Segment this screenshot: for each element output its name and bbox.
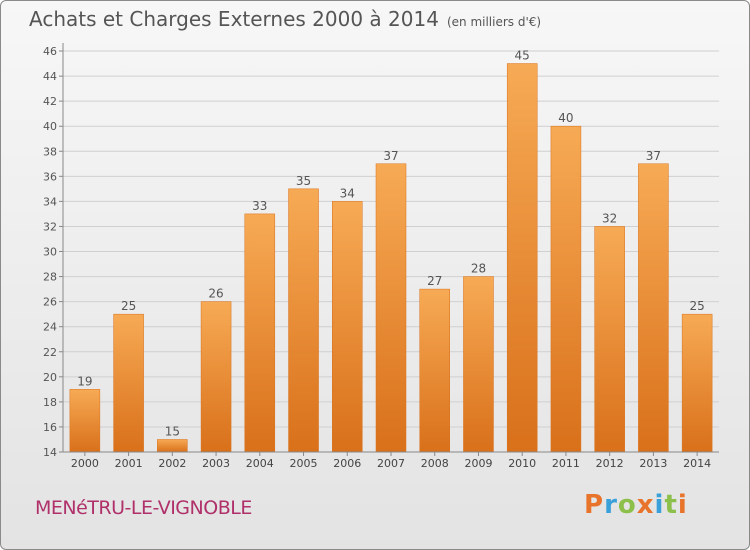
bar-2000 <box>69 389 101 453</box>
bar-2002 <box>157 439 188 453</box>
logo-letter: i <box>654 490 665 520</box>
x-tick-label: 2014 <box>683 457 711 470</box>
x-tick-label: 2011 <box>552 457 580 470</box>
bar-2014 <box>681 313 713 453</box>
chart-title: Achats et Charges Externes 2000 à 2014 (e… <box>29 7 541 31</box>
axes: 14 16 18 20 22 24 26 28 30 32 34 36 38 40 42 44 46 2000 20… <box>43 43 719 470</box>
logo-letter: P <box>584 490 605 520</box>
bar-value-label: 25 <box>689 299 704 313</box>
y-tick-label: 18 <box>43 396 57 409</box>
y-tick-label: 20 <box>43 371 57 384</box>
y-tick-label: 30 <box>43 246 57 259</box>
logo-letter: o <box>617 490 637 520</box>
bars: 19 25 15 26 33 35 34 37 27 28 45 40 32 37 25 <box>69 49 713 453</box>
logo-letter: i <box>677 490 688 520</box>
y-tick-label: 38 <box>43 145 57 158</box>
bar-2005 <box>288 188 319 453</box>
y-tick-label: 14 <box>43 446 57 459</box>
bar-2003 <box>200 301 232 453</box>
bar-value-label: 34 <box>340 186 355 200</box>
y-tick-label: 32 <box>43 220 57 233</box>
x-tick-label: 2002 <box>158 457 186 470</box>
x-tick-label: 2007 <box>377 457 405 470</box>
y-tick-label: 42 <box>43 95 57 108</box>
bar-2012 <box>594 226 625 453</box>
bar-value-label: 27 <box>427 274 442 288</box>
y-tick-label: 28 <box>43 271 57 284</box>
x-tick-label: 2006 <box>333 457 361 470</box>
proxiti-logo: Proxiti <box>584 490 688 520</box>
x-tick-label: 2003 <box>202 457 230 470</box>
y-tick-label: 22 <box>43 346 57 359</box>
x-tick-label: 2010 <box>508 457 536 470</box>
x-tick-label: 2012 <box>596 457 624 470</box>
bar-value-label: 28 <box>471 262 486 276</box>
logo-letter: x <box>636 490 655 520</box>
x-tick-label: 2005 <box>290 457 318 470</box>
bar-value-label: 40 <box>558 111 573 125</box>
bar-value-label: 45 <box>515 49 530 63</box>
x-tick-label: 2008 <box>421 457 449 470</box>
bar-2001 <box>113 313 144 453</box>
logo-letter: t <box>664 490 678 520</box>
x-tick-label: 2001 <box>115 457 143 470</box>
y-tick-label: 16 <box>43 421 57 434</box>
bar-value-label: 37 <box>383 149 398 163</box>
bar-value-label: 37 <box>646 149 661 163</box>
bar-value-label: 26 <box>208 287 223 301</box>
commune-name: MENéTRU-LE-VIGNOBLE <box>35 497 252 519</box>
y-tick-label: 36 <box>43 170 57 183</box>
chart-unit: (en milliers d'€) <box>446 15 542 29</box>
bar-value-label: 33 <box>252 199 267 213</box>
bar-value-label: 35 <box>296 174 311 188</box>
bar-2013 <box>638 163 669 453</box>
y-tick-label: 26 <box>43 296 57 309</box>
bar-value-label: 19 <box>77 374 92 388</box>
bar-2004 <box>244 213 276 453</box>
bar-2011 <box>550 125 582 453</box>
bar-value-label: 32 <box>602 211 617 225</box>
y-tick-label: 46 <box>43 45 57 58</box>
bar-value-label: 15 <box>165 424 180 438</box>
bar-2009 <box>463 276 494 453</box>
bar-value-label: 25 <box>121 299 136 313</box>
logo-letter: r <box>604 490 618 520</box>
y-tick-label: 24 <box>43 321 57 334</box>
bar-2007 <box>375 163 407 453</box>
bar-2008 <box>419 288 450 453</box>
x-tick-label: 2004 <box>246 457 274 470</box>
chart-title-text: Achats et Charges Externes 2000 à 2014 <box>29 7 439 31</box>
y-tick-label: 34 <box>43 195 57 208</box>
bar-2010 <box>506 63 538 453</box>
x-tick-label: 2013 <box>639 457 667 470</box>
x-tick-label: 2009 <box>464 457 492 470</box>
y-tick-label: 40 <box>43 120 57 133</box>
bar-2006 <box>332 201 363 453</box>
x-tick-label: 2000 <box>71 457 99 470</box>
y-tick-label: 44 <box>43 70 57 83</box>
